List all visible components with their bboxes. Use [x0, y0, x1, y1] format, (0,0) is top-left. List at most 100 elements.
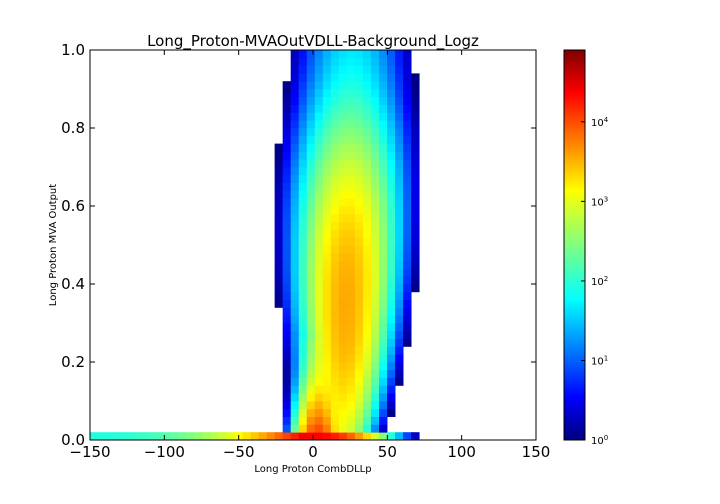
heatmap-cell — [322, 174, 332, 183]
heatmap-cell — [306, 245, 316, 254]
heatmap-cell — [330, 198, 340, 207]
heatmap-cell — [362, 408, 372, 417]
heatmap-cell — [314, 159, 324, 168]
heatmap-cell — [282, 268, 292, 277]
heatmap-cell — [290, 260, 300, 269]
heatmap-cell — [282, 151, 292, 160]
heatmap-cell — [290, 307, 300, 316]
heatmap-cell — [362, 299, 372, 308]
heatmap-cell — [322, 159, 332, 168]
heatmap-cell — [379, 237, 388, 246]
heatmap-cell — [322, 221, 332, 230]
heatmap-cell — [314, 104, 324, 113]
heatmap-cell — [338, 416, 348, 425]
heatmap-cell — [314, 307, 324, 316]
heatmap-cell — [282, 260, 292, 269]
heatmap-cell — [362, 143, 372, 152]
heatmap-cell — [306, 315, 316, 324]
heatmap-cell — [290, 432, 300, 441]
heatmap-cell — [274, 432, 284, 441]
heatmap-cell — [338, 299, 348, 308]
heatmap-cell — [403, 104, 412, 113]
heatmap-cell — [322, 143, 332, 152]
heatmap-cell — [322, 65, 332, 74]
heatmap-cell — [346, 213, 356, 222]
heatmap-cell — [274, 284, 284, 293]
heatmap-cell — [314, 50, 324, 59]
heatmap-cell — [274, 182, 284, 191]
heatmap-cell — [170, 432, 179, 441]
heatmap-cell — [370, 128, 380, 137]
heatmap-cell — [379, 401, 388, 410]
heatmap-cell — [346, 276, 356, 285]
x-tick-label: −100 — [144, 443, 185, 461]
heatmap-cell — [298, 206, 308, 215]
heatmap-cell — [306, 182, 316, 191]
heatmap-cell — [379, 338, 388, 347]
heatmap-cell — [362, 362, 372, 371]
heatmap-cell — [306, 276, 316, 285]
heatmap-cell — [379, 57, 388, 66]
heatmap-cell — [306, 198, 316, 207]
heatmap-cell — [403, 167, 412, 176]
heatmap-cell — [298, 252, 308, 261]
x-axis-ticks: −150 −100 −50 0 50 100 150 — [69, 50, 550, 461]
heatmap-cell — [354, 135, 364, 144]
heatmap-cell — [379, 213, 388, 222]
heatmap-cell — [362, 377, 372, 386]
heatmap-cell — [314, 174, 324, 183]
heatmap-cell — [362, 221, 372, 230]
heatmap-cell — [346, 323, 356, 332]
heatmap-cell — [338, 128, 348, 137]
heatmap-cell — [370, 416, 380, 425]
heatmap-cell — [298, 151, 308, 160]
heatmap-cell — [290, 245, 300, 254]
heatmap-cell — [362, 424, 372, 433]
y-tick-label: 0.4 — [61, 275, 85, 293]
heatmap-cell — [290, 408, 300, 417]
heatmap-cell — [403, 245, 412, 254]
heatmap-cell — [330, 276, 340, 285]
heatmap-cell — [330, 221, 340, 230]
heatmap-cell — [403, 291, 412, 300]
heatmap-cell — [346, 96, 356, 105]
heatmap-cell — [322, 408, 332, 417]
heatmap-cell — [395, 377, 404, 386]
heatmap-cell — [403, 299, 412, 308]
heatmap-cell — [370, 424, 380, 433]
heatmap-cell — [395, 143, 404, 152]
heatmap-cell — [306, 151, 316, 160]
heatmap-cell — [403, 143, 412, 152]
plot-area: −150 −100 −50 0 50 100 150 0.0 0.2 0.4 0.6 0.8 1.0 — [61, 41, 550, 461]
heatmap-cell — [290, 198, 300, 207]
heatmap-cell — [338, 284, 348, 293]
heatmap-cell — [387, 174, 396, 183]
heatmap-cell — [330, 401, 340, 410]
heatmap-cell — [395, 174, 404, 183]
heatmap-cell — [282, 104, 292, 113]
heatmap-cell — [362, 237, 372, 246]
heatmap-cell — [322, 237, 332, 246]
heatmap-cell — [98, 432, 107, 441]
heatmap-cell — [338, 330, 348, 339]
heatmap-cell — [338, 50, 348, 59]
heatmap-cell — [330, 416, 340, 425]
heatmap-cell — [362, 190, 372, 199]
heatmap-cell — [411, 213, 420, 222]
heatmap-cell — [354, 229, 364, 238]
heatmap-cell — [387, 268, 396, 277]
heatmap-cell — [346, 120, 356, 129]
heatmap-cell — [250, 432, 259, 441]
heatmap-cell — [379, 174, 388, 183]
heatmap-cell — [322, 330, 332, 339]
heatmap-cell — [306, 167, 316, 176]
heatmap-cell — [322, 206, 332, 215]
heatmap-cell — [403, 128, 412, 137]
heatmap-cell — [403, 81, 412, 90]
heatmap-cell — [290, 346, 300, 355]
heatmap-cell — [282, 432, 292, 441]
heatmap-cell — [370, 151, 380, 160]
heatmap-cell — [282, 252, 292, 261]
heatmap-cell — [314, 330, 324, 339]
heatmap-cell — [395, 120, 404, 129]
